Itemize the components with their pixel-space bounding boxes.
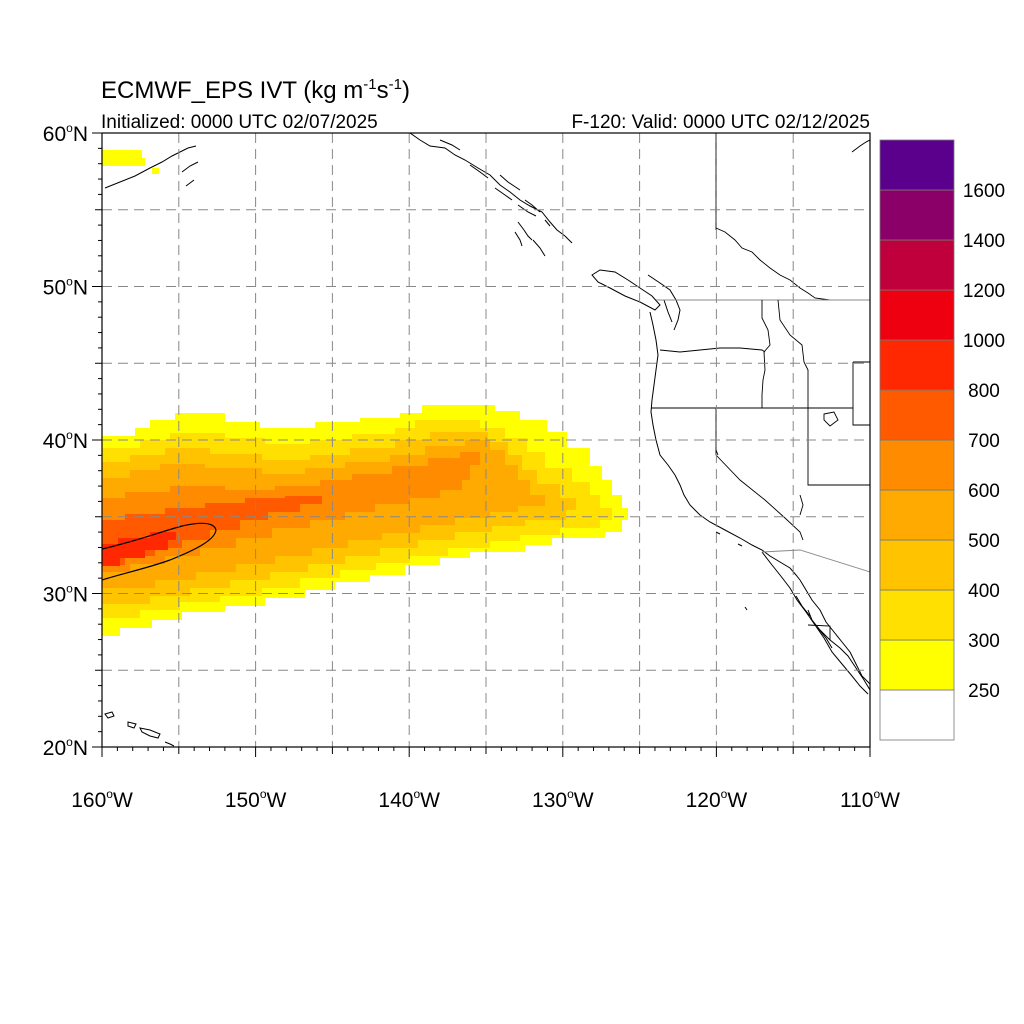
colorbar-label: 800 (968, 381, 1000, 402)
valid-time-label: F-120: Valid: 0000 UTC 02/12/2025 (571, 112, 870, 133)
lat-lon-grid (102, 133, 870, 747)
colorbar-swatch (879, 139, 955, 191)
colorbar-swatch (879, 539, 955, 591)
lat-label: 60oN (43, 121, 88, 146)
plot-title: ECMWF_EPS IVT (kg m-1s-1) (101, 76, 410, 104)
colorbar-label: 250 (968, 681, 1000, 702)
colorbar-swatch (879, 439, 955, 491)
state-borders (651, 133, 870, 640)
colorbar-label: 400 (968, 581, 1000, 602)
lat-label: 50oN (43, 275, 88, 300)
lat-label: 30oN (43, 582, 88, 607)
ivt-shading (102, 150, 628, 636)
lon-label: 150oW (225, 787, 287, 812)
lat-label: 40oN (43, 428, 88, 453)
colorbar-label: 1600 (963, 181, 1005, 202)
lon-label: 160oW (71, 787, 133, 812)
colorbar-swatch (879, 289, 955, 341)
colorbar: 250 300 400 500 600 700 800 1000 1200 1400 1600 (879, 139, 1005, 741)
colorbar-swatch (879, 389, 955, 441)
longitude-labels: 160oW 150oW 140oW 130oW 120oW 110oW (71, 787, 900, 812)
colorbar-swatch (879, 489, 955, 541)
ivt-shade-patch (102, 150, 145, 166)
lon-label: 140oW (378, 787, 440, 812)
colorbar-swatch (879, 339, 955, 391)
ivt-shade-800 (102, 532, 176, 566)
latitude-labels: 60oN 50oN 40oN 30oN 20oN (43, 121, 88, 760)
coastlines (104, 133, 870, 747)
colorbar-swatch (879, 239, 955, 291)
lon-label: 120oW (686, 787, 748, 812)
colorbar-swatch (879, 639, 955, 691)
ivt-contour-800 (102, 522, 217, 581)
lon-label: 130oW (532, 787, 594, 812)
colorbar-swatch (879, 189, 955, 241)
colorbar-label: 300 (968, 631, 1000, 652)
colorbar-swatch (879, 689, 955, 741)
initialized-label: Initialized: 0000 UTC 02/07/2025 (101, 112, 378, 133)
axis-ticks (92, 132, 871, 757)
colorbar-label: 1400 (963, 231, 1005, 252)
colorbar-label: 1000 (963, 331, 1005, 352)
colorbar-label: 500 (968, 531, 1000, 552)
lat-label: 20oN (43, 735, 88, 760)
colorbar-swatch (879, 589, 955, 641)
lon-label: 110oW (840, 787, 900, 812)
colorbar-label: 1200 (963, 281, 1005, 302)
colorbar-label: 600 (968, 481, 1000, 502)
colorbar-label: 700 (968, 431, 1000, 452)
